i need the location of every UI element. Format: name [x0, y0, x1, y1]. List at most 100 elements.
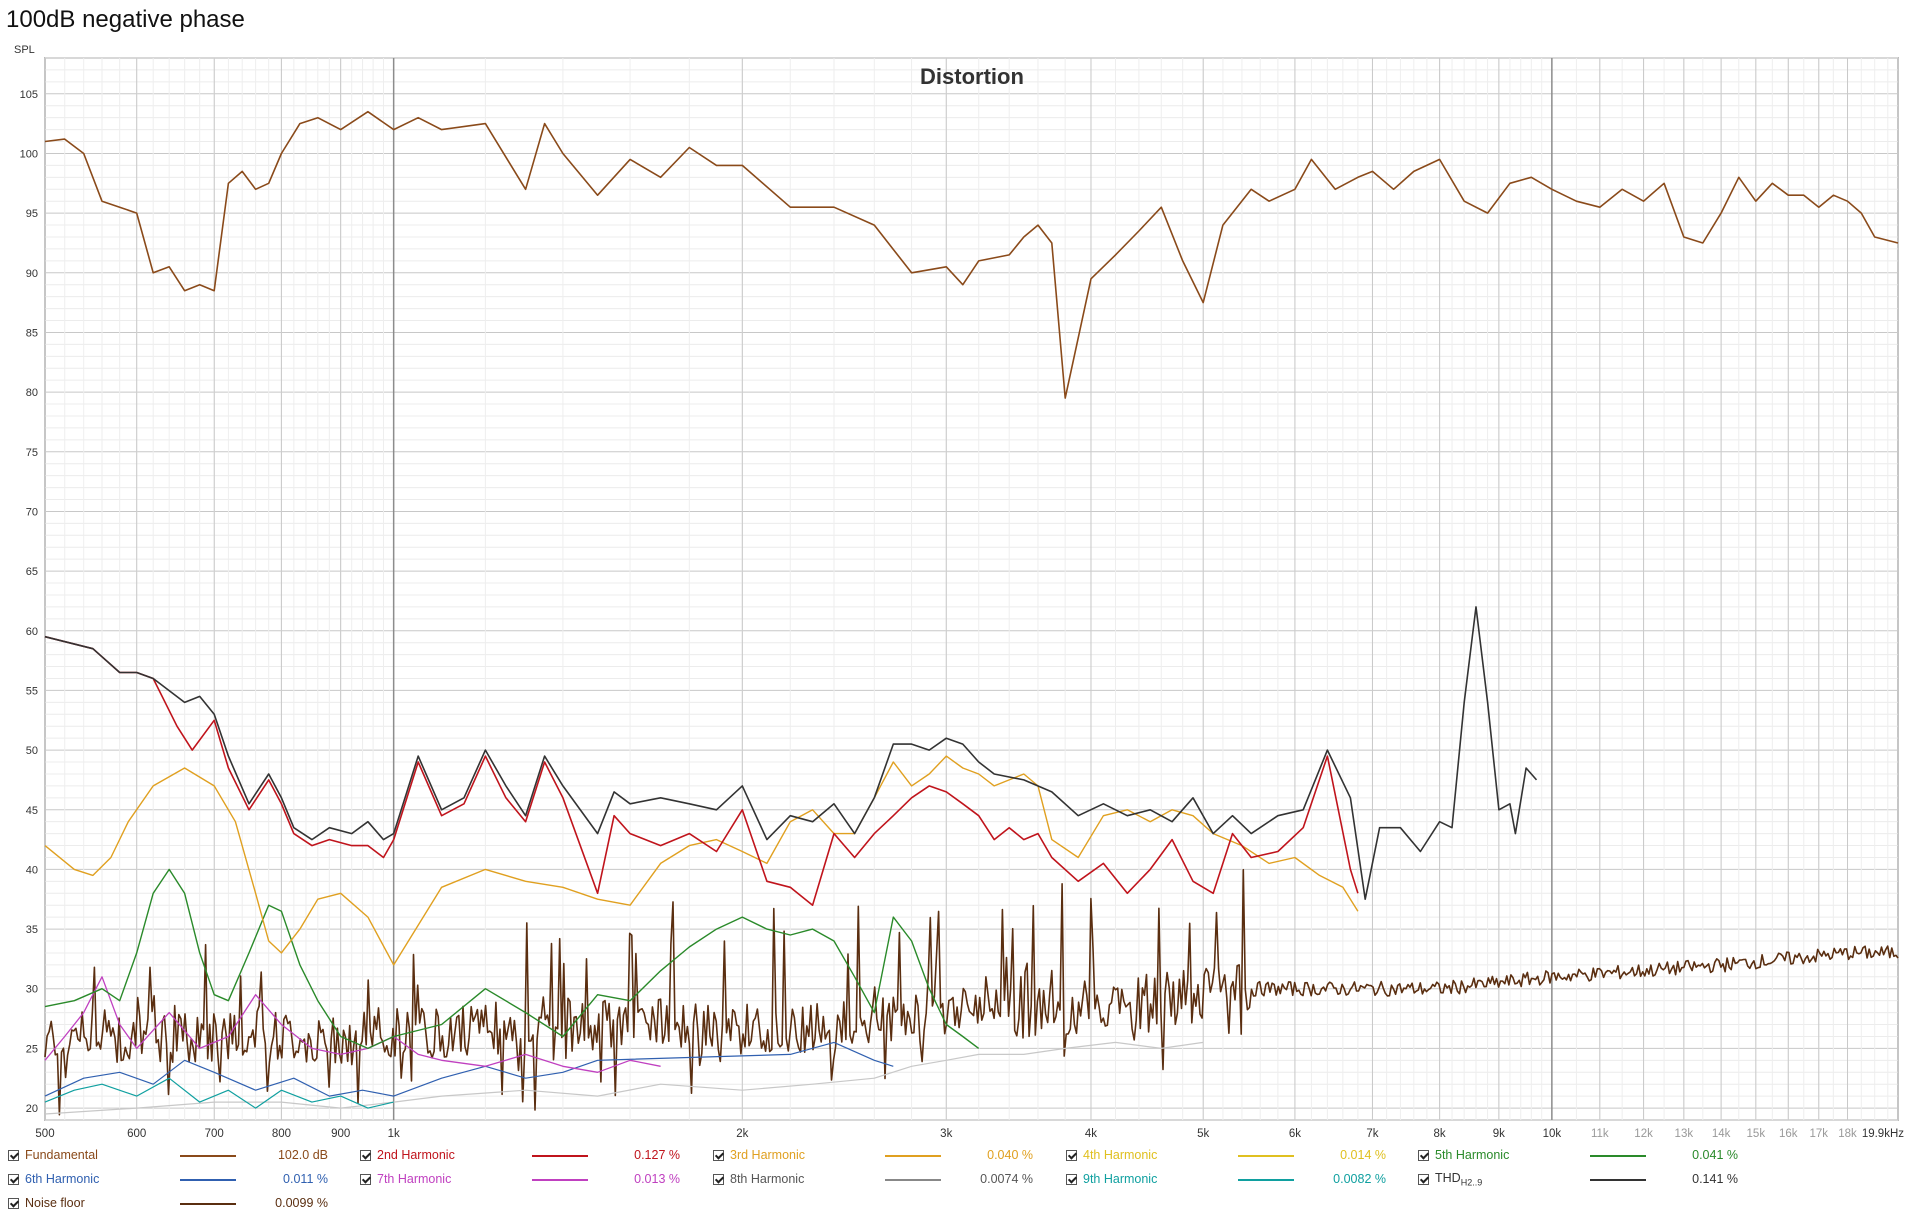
legend-label: 2nd Harmonic [377, 1148, 455, 1162]
plot-frame [44, 57, 1899, 1121]
legend-label: 6th Harmonic [25, 1172, 100, 1186]
legend-value: 0.011 % [283, 1172, 328, 1186]
legend-swatch [180, 1155, 236, 1157]
x-tick-label: 14k [1712, 1128, 1731, 1140]
series-thd [44, 606, 1538, 900]
x-tick-label: 1k [388, 1128, 400, 1140]
legend-checkbox[interactable] [1418, 1149, 1429, 1161]
y-tick-label: 40 [26, 864, 38, 876]
legend-checkbox[interactable] [360, 1173, 371, 1185]
x-tick-label: 700 [205, 1128, 224, 1140]
legend-swatch [1590, 1179, 1646, 1181]
legend-value: 0.013 % [634, 1172, 680, 1186]
x-tick-label: 7k [1366, 1128, 1378, 1140]
legend-label: Noise floor [25, 1196, 85, 1210]
legend-item-6th-harmonic[interactable]: 6th Harmonic [8, 1169, 99, 1189]
legend-checkbox[interactable] [8, 1173, 19, 1185]
legend-item-3rd-harmonic[interactable]: 3rd Harmonic [713, 1145, 805, 1165]
x-tick-label: 13k [1675, 1128, 1694, 1140]
x-tick-label: 900 [331, 1128, 350, 1140]
x-tick-label: 2k [736, 1128, 748, 1140]
legend-label-subscript: H2..9 [1460, 1177, 1483, 1188]
y-tick-label: 95 [26, 208, 38, 220]
legend-value: 0.0082 % [1333, 1172, 1386, 1186]
x-tick-label: 16k [1779, 1128, 1798, 1140]
legend-swatch [885, 1155, 941, 1157]
legend-swatch [180, 1179, 236, 1181]
legend-value: 0.014 % [1340, 1148, 1386, 1162]
x-tick-label: 10k [1543, 1128, 1562, 1140]
y-tick-label: 70 [26, 506, 38, 518]
series-lines [44, 110, 1899, 1116]
chart-title: Distortion [920, 64, 1024, 89]
y-tick-label: 25 [26, 1043, 38, 1055]
legend-item-noise-floor[interactable]: Noise floor [8, 1193, 85, 1213]
legend-label: Fundamental [25, 1148, 98, 1162]
legend-checkbox[interactable] [1066, 1149, 1077, 1161]
x-tick-label: 18k [1838, 1128, 1857, 1140]
legend-swatch [532, 1179, 588, 1181]
legend-checkbox[interactable] [1066, 1173, 1077, 1185]
y-tick-label: 100 [20, 148, 38, 160]
y-axis-ticks: 20 25 30 35 40 45 50 55 60 65 70 75 80 85 90 95 100 105 [20, 89, 38, 1115]
legend-checkbox[interactable] [713, 1149, 724, 1161]
y-tick-label: 85 [26, 327, 38, 339]
legend-swatch [180, 1203, 236, 1205]
series-7th-harmonic [44, 976, 661, 1073]
series-6th-harmonic [44, 1041, 894, 1097]
series-fundamental [44, 110, 1899, 399]
y-tick-label: 90 [26, 268, 38, 280]
x-tick-label: 8k [1434, 1128, 1446, 1140]
x-tick-label: 4k [1085, 1128, 1097, 1140]
legend-checkbox[interactable] [360, 1149, 371, 1161]
y-tick-label: 80 [26, 387, 38, 399]
legend-label: 8th Harmonic [730, 1172, 805, 1186]
series-9th-harmonic [44, 1077, 394, 1109]
y-tick-label: 60 [26, 626, 38, 638]
x-tick-label: 9k [1493, 1128, 1505, 1140]
x-tick-label: 17k [1810, 1128, 1829, 1140]
x-tick-label: 11k [1591, 1128, 1609, 1140]
legend-item-fundamental[interactable]: Fundamental [8, 1145, 98, 1165]
legend-item-4th-harmonic[interactable]: 4th Harmonic [1066, 1145, 1157, 1165]
x-tick-label: 6k [1289, 1128, 1301, 1140]
x-tick-label: 800 [272, 1128, 291, 1140]
legend-swatch [532, 1155, 588, 1157]
legend-checkbox[interactable] [1418, 1173, 1429, 1185]
x-tick-label: 500 [35, 1128, 54, 1140]
legend-checkbox[interactable] [713, 1173, 724, 1185]
legend-label: 7th Harmonic [377, 1172, 452, 1186]
x-tick-label: 600 [127, 1128, 146, 1140]
legend-value: 102.0 dB [277, 1148, 328, 1162]
legend-swatch [885, 1179, 941, 1181]
x-tick-label: 3k [940, 1128, 952, 1140]
legend-checkbox[interactable] [8, 1149, 19, 1161]
series-8th-harmonic [44, 1041, 1204, 1115]
legend-value: 0.041 % [1692, 1148, 1738, 1162]
legend-item-9th-harmonic[interactable]: 9th Harmonic [1066, 1169, 1157, 1189]
series-2nd-harmonic [44, 635, 1359, 906]
x-axis-ticks: 500 600 700 800 900 1k 2k 3k 4k 5k 6k 7k 8k 9k 10k 11k 1… [35, 1128, 1904, 1140]
legend-item-5th-harmonic[interactable]: 5th Harmonic [1418, 1145, 1509, 1165]
legend-item-8th-harmonic[interactable]: 8th Harmonic [713, 1169, 804, 1189]
legend-label: 5th Harmonic [1435, 1148, 1510, 1162]
y-tick-label: 75 [26, 447, 38, 459]
series-3rd-harmonic [44, 755, 1359, 966]
legend-label: THDH2..9 [1435, 1170, 1483, 1188]
legend-item-2nd-harmonic[interactable]: 2nd Harmonic [360, 1145, 455, 1165]
legend-item-7th-harmonic[interactable]: 7th Harmonic [360, 1169, 451, 1189]
legend-label: 3rd Harmonic [730, 1148, 806, 1162]
x-tick-label: 5k [1197, 1128, 1209, 1140]
y-tick-label: 50 [26, 745, 38, 757]
page-title: 100dB negative phase [6, 6, 245, 33]
y-tick-label: 65 [26, 566, 38, 578]
legend-value: 0.0074 % [980, 1172, 1033, 1186]
legend-label: 4th Harmonic [1083, 1148, 1158, 1162]
y-tick-label: 105 [20, 89, 38, 101]
y-tick-label: 45 [26, 805, 38, 817]
x-tick-label: 19.9kHz [1862, 1128, 1904, 1140]
legend-checkbox[interactable] [8, 1197, 19, 1209]
legend: Fundamental 102.0 dB 2nd Harmonic 0.127 % 3r… [0, 1145, 1920, 1219]
y-tick-label: 55 [26, 685, 38, 697]
legend-item-thd[interactable]: THDH2..9 [1418, 1169, 1482, 1189]
